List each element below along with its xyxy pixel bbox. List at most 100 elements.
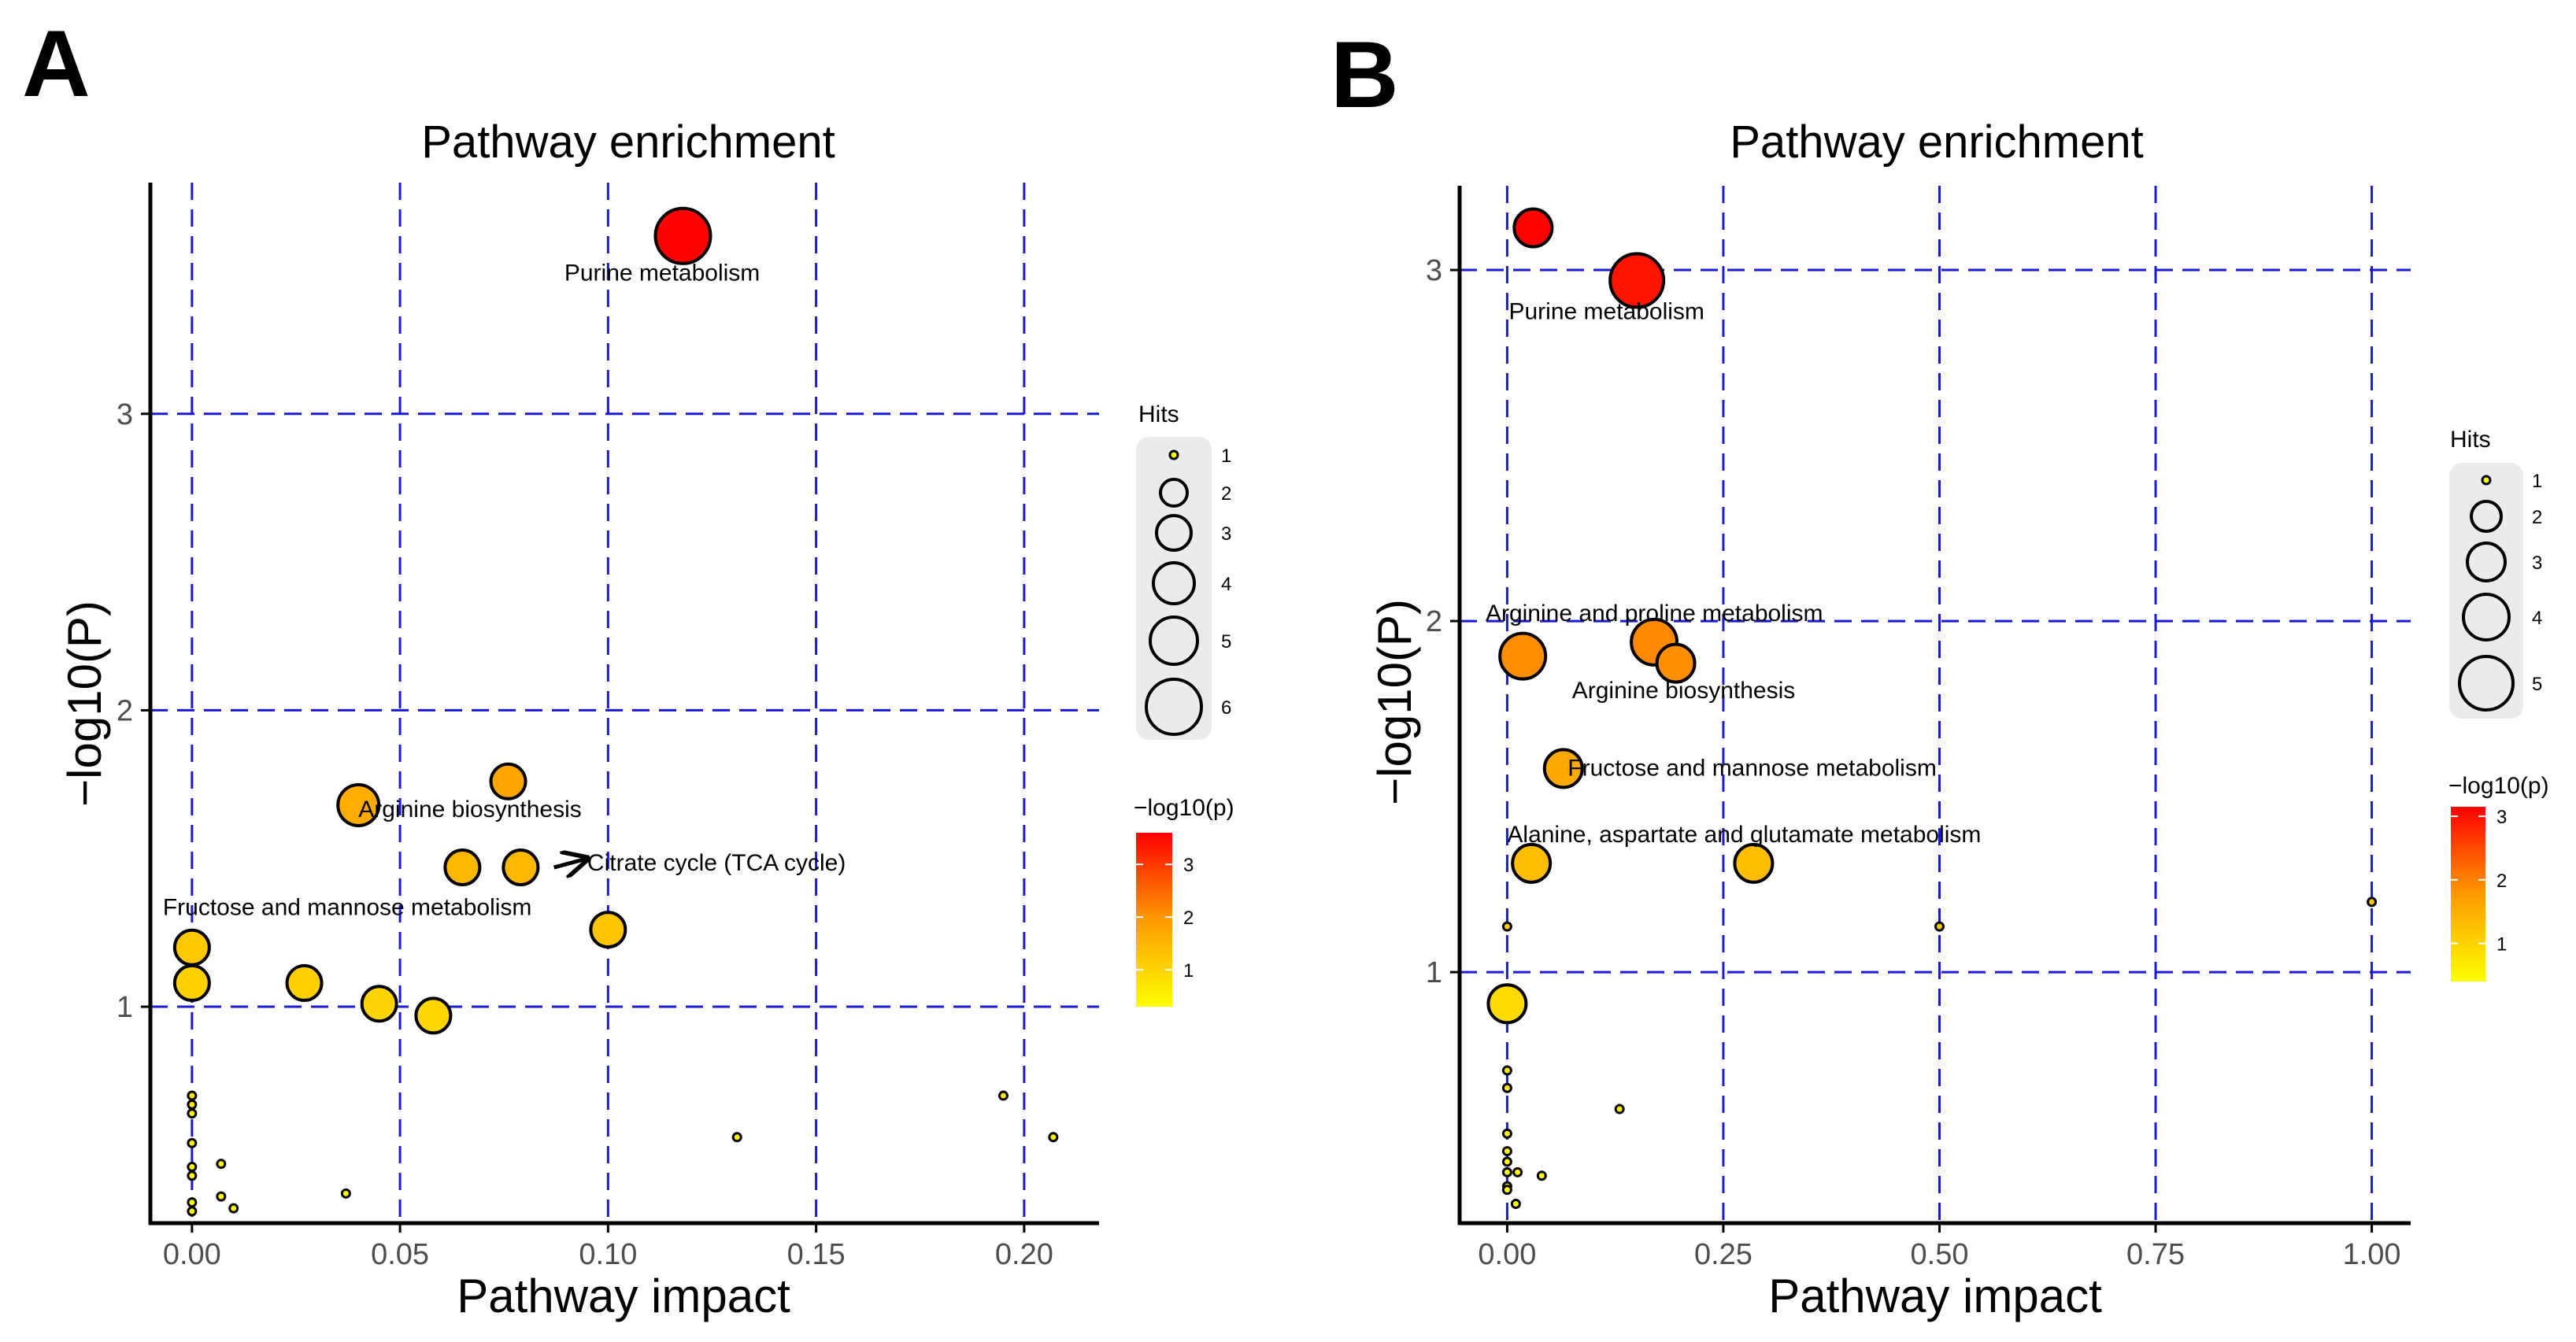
x-tick-label: 0.10	[579, 1238, 637, 1271]
data-point	[1934, 921, 1945, 932]
color-legend-title: −log10(p)	[2448, 773, 2549, 799]
size-legend-circle	[2481, 475, 2492, 486]
data-point	[1501, 1185, 1512, 1196]
data-point	[1498, 631, 1548, 681]
y-ticks: 1 2 3	[1426, 254, 1460, 989]
size-legend-circle	[1155, 514, 1193, 552]
y-tick-label: 2	[117, 694, 133, 727]
size-legend-items: 1 2 3 4 5	[2458, 471, 2542, 712]
x-ticks: 0.00 0.25 0.50 0.75 1.00	[1478, 1223, 2401, 1271]
colorbar-tick-label: 3	[2496, 807, 2507, 828]
x-tick-label: 0.05	[371, 1238, 429, 1271]
chart-title: Pathway enrichment	[421, 116, 835, 168]
data-point	[997, 1090, 1009, 1101]
data-point	[360, 985, 398, 1023]
size-legend-circle	[1152, 561, 1196, 605]
size-legend-circle	[1168, 449, 1179, 460]
data-point	[216, 1159, 227, 1170]
pathway-label: Citrate cycle (TCA cycle)	[587, 850, 846, 876]
data-point	[589, 911, 627, 949]
colorbar-tick-label: 1	[2496, 934, 2507, 956]
data-point	[187, 1170, 198, 1181]
data-point	[228, 1203, 239, 1214]
panel-label: B	[1331, 22, 1399, 128]
data-point	[187, 1090, 198, 1101]
data-point	[340, 1188, 351, 1199]
x-axis-label: Pathway impact	[1768, 1270, 2102, 1322]
size-legend-circle	[1149, 616, 1199, 666]
size-legend-circle	[2466, 542, 2507, 582]
data-point	[1501, 1146, 1512, 1157]
y-axis-label: −log10(P)	[1368, 599, 1421, 805]
size-legend-circle	[2462, 593, 2511, 641]
x-tick-label: 0.25	[1694, 1238, 1752, 1271]
pathway-label: Fructose and mannose metabolism	[163, 894, 532, 920]
data-point	[187, 1137, 198, 1148]
size-legend-title: Hits	[2450, 427, 2491, 453]
colorbar-tick-label: 2	[1183, 908, 1194, 929]
pathway-label: Arginine and proline metabolism	[1486, 601, 1823, 627]
data-point	[172, 963, 211, 1002]
size-legend: Hits 1 2 3 4 5 6	[1136, 401, 1231, 740]
pathway-label: Alanine, aspartate and glutamate metabol…	[1507, 822, 1981, 848]
data-point	[187, 1197, 198, 1208]
panel-b: B Pathway enrichment Purine metabolism Ar…	[1331, 22, 2549, 1322]
data-point	[1512, 207, 1554, 249]
size-legend-label: 4	[2532, 608, 2542, 629]
colorbar-ticks: 1 2 3	[1136, 855, 1194, 982]
points-layer	[172, 206, 1059, 1217]
color-legend-title: −log10(p)	[1134, 795, 1234, 821]
x-tick-label: 0.00	[1478, 1238, 1536, 1271]
data-point	[285, 963, 324, 1002]
size-legend-label: 2	[2532, 507, 2542, 528]
data-point	[1512, 1166, 1523, 1177]
size-legend-label: 4	[1221, 574, 1231, 595]
color-legend: −log10(p) 1 2 3	[1134, 795, 1234, 1007]
color-legend: −log10(p) 1 2 3	[2448, 773, 2549, 982]
x-tick-label: 0.75	[2126, 1238, 2185, 1271]
data-point	[1614, 1104, 1625, 1115]
y-tick-label: 3	[1426, 254, 1442, 287]
chart-title: Pathway enrichment	[1730, 116, 2143, 168]
data-point	[2367, 897, 2378, 908]
data-point	[731, 1132, 742, 1143]
size-legend-circle	[1159, 478, 1189, 508]
points-layer	[1486, 207, 2378, 1209]
size-legend-label: 2	[1221, 483, 1231, 505]
pathway-label: Fructose and mannose metabolism	[1567, 755, 1937, 781]
pathway-label: Arginine biosynthesis	[358, 797, 582, 823]
size-legend-circle	[2470, 500, 2503, 533]
size-legend-label: 5	[1221, 631, 1231, 653]
y-ticks: 1 2 3	[117, 398, 150, 1024]
y-tick-label: 3	[117, 398, 133, 431]
x-axis-label: Pathway impact	[457, 1270, 790, 1322]
x-tick-label: 0.50	[1911, 1238, 1969, 1271]
x-tick-label: 1.00	[2343, 1238, 2401, 1271]
x-tick-label: 0.20	[995, 1238, 1053, 1271]
colorbar-tick-label: 1	[1183, 960, 1194, 982]
data-point	[1536, 1170, 1547, 1181]
size-legend-box	[2449, 463, 2523, 719]
size-legend-label: 1	[2532, 471, 2542, 492]
pathway-label: Purine metabolism	[564, 260, 760, 286]
data-point	[1501, 1065, 1512, 1076]
data-point	[1511, 842, 1553, 884]
colorbar-ticks: 1 2 3	[2451, 807, 2507, 956]
panel-a: A Pathway enrichment Purine metabolism Ar…	[22, 11, 1234, 1322]
y-tick-label: 1	[117, 991, 133, 1024]
x-tick-label: 0.15	[787, 1238, 846, 1271]
size-legend-title: Hits	[1138, 401, 1179, 427]
size-legend-label: 3	[2532, 553, 2542, 574]
size-legend-label: 6	[1221, 697, 1231, 719]
size-legend: Hits 1 2 3 4 5	[2449, 427, 2542, 719]
size-legend-label: 1	[1221, 445, 1231, 467]
y-tick-label: 1	[1426, 956, 1442, 989]
data-point	[1501, 1156, 1512, 1167]
data-point	[1486, 983, 1528, 1025]
panel-label: A	[22, 11, 91, 116]
data-point	[502, 848, 540, 887]
colorbar-tick-label: 2	[2496, 871, 2507, 892]
data-point	[1501, 1082, 1512, 1093]
data-point	[653, 206, 712, 265]
size-legend-circle	[2458, 655, 2515, 712]
